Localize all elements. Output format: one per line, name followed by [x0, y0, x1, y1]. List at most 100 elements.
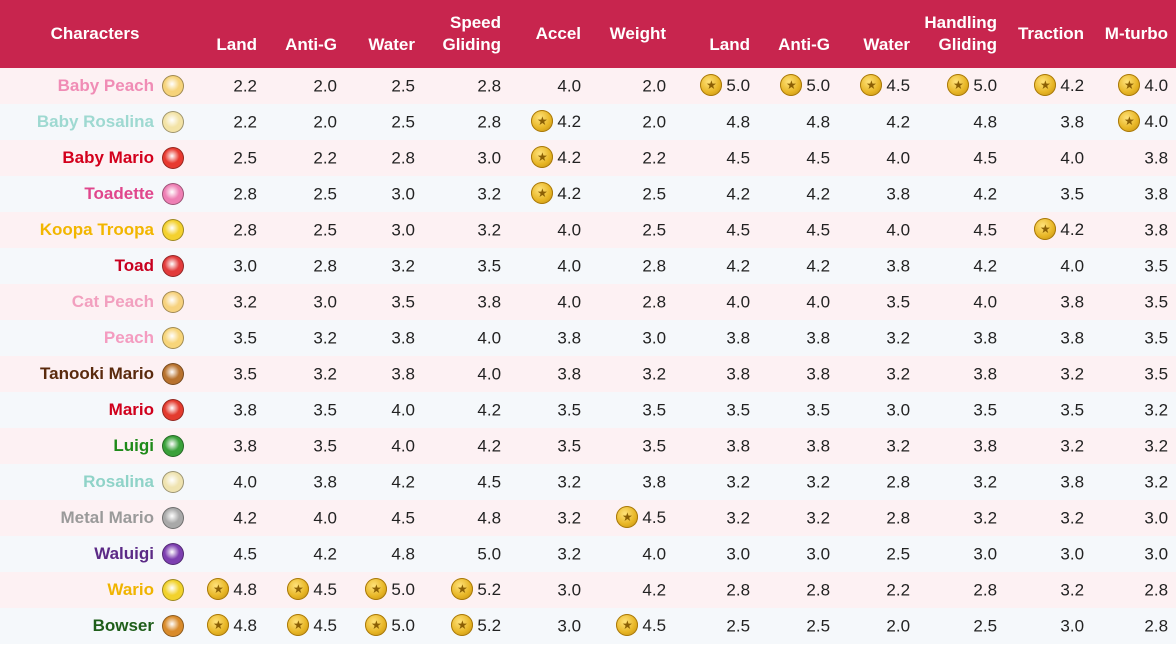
speed-land-cell: 2.5 — [190, 140, 265, 176]
stat-value: 3.2 — [973, 472, 998, 492]
coin-icon: ★ — [365, 614, 388, 636]
character-name[interactable]: Cat Peach — [71, 292, 154, 311]
stat-value: 3.5 — [726, 400, 751, 420]
stat-value: 4.2 — [557, 184, 582, 203]
stat-value: 4.5 — [313, 616, 337, 635]
character-name[interactable]: Metal Mario — [60, 508, 154, 527]
mturbo-header[interactable]: M-turbo — [1104, 24, 1169, 43]
coin-icon: ★ — [531, 182, 554, 204]
speed-water-cell: 4.2 — [345, 464, 423, 500]
stat-value: 4.5 — [726, 220, 751, 240]
stat-value: 3.8 — [886, 256, 911, 276]
stat-value: 3.8 — [806, 436, 831, 456]
character-name[interactable]: Baby Mario — [62, 148, 154, 167]
handling-gliding-cell: 3.2 — [918, 464, 1005, 500]
stat-value: 3.2 — [886, 436, 911, 456]
character-cell: Mario — [0, 392, 190, 428]
handling-antig-cell: 3.8 — [758, 320, 838, 356]
speed-land-cell: 2.8 — [190, 176, 265, 212]
speed-antig-header[interactable]: Anti-G — [285, 35, 337, 54]
handling-water-header[interactable]: Water — [863, 35, 911, 54]
character-name[interactable]: Toad — [114, 256, 154, 275]
character-name[interactable]: Mario — [108, 400, 154, 419]
stat-value: 3.5 — [1144, 364, 1169, 384]
handling-gliding-cell: 3.2 — [918, 500, 1005, 536]
stat-value: 3.5 — [1144, 256, 1169, 276]
stat-value: 3.8 — [973, 364, 998, 384]
character-cell: Baby Mario — [0, 140, 190, 176]
stat-value: 3.5 — [477, 256, 502, 276]
stat-value: 2.5 — [886, 544, 911, 564]
traction-cell: 3.5 — [1005, 176, 1092, 212]
stat-value: 3.8 — [726, 436, 751, 456]
stat-value: 3.2 — [973, 508, 998, 528]
stat-value: 4.0 — [313, 508, 337, 528]
handling-gliding-cell: 3.8 — [918, 320, 1005, 356]
accel-cell: 4.0 — [509, 248, 589, 284]
character-name[interactable]: Rosalina — [83, 472, 154, 491]
characters-header[interactable]: Characters — [50, 24, 140, 43]
handling-land-header[interactable]: Land — [709, 35, 751, 54]
speed-antig-cell: 4.0 — [265, 500, 345, 536]
character-name[interactable]: Bowser — [92, 616, 154, 635]
traction-header[interactable]: Traction — [1017, 24, 1085, 43]
character-name[interactable]: Toadette — [84, 184, 154, 203]
stat-value: 3.2 — [1144, 472, 1169, 492]
handling-gliding-cell: 4.0 — [918, 284, 1005, 320]
accel-cell: 3.0 — [509, 608, 589, 644]
speed-water-header[interactable]: Water — [368, 35, 415, 54]
coin-icon: ★ — [365, 578, 388, 600]
handling-antig-header[interactable]: Anti-G — [778, 35, 831, 54]
character-name[interactable]: Wario — [107, 580, 154, 599]
stat-value: 4.2 — [886, 112, 911, 132]
stat-value: 3.8 — [233, 400, 257, 420]
stat-value: 3.8 — [477, 292, 502, 312]
mturbo-cell: 3.8 — [1092, 140, 1176, 176]
accel-header[interactable]: Accel — [535, 24, 582, 43]
speed-water-cell: 2.5 — [345, 68, 423, 104]
stat-value: 3.0 — [973, 544, 998, 564]
accel-cell: ★ 4.2 — [509, 104, 589, 140]
speed-water-cell: 4.0 — [345, 428, 423, 464]
stat-value: 3.0 — [477, 148, 502, 168]
speed-water-cell: ★ 5.0 — [345, 608, 423, 644]
character-name[interactable]: Baby Peach — [57, 76, 154, 95]
stat-value: 4.2 — [973, 256, 998, 276]
character-name[interactable]: Waluigi — [94, 544, 154, 563]
character-name[interactable]: Koopa Troopa — [39, 220, 154, 239]
character-name[interactable]: Baby Rosalina — [36, 112, 154, 131]
stat-value: 4.0 — [557, 220, 582, 240]
handling-gliding-cell: 2.8 — [918, 572, 1005, 608]
weight-header[interactable]: Weight — [609, 24, 667, 43]
handling-land-cell: 3.5 — [674, 392, 758, 428]
speed-water-cell: 3.8 — [345, 356, 423, 392]
coin-icon: ★ — [531, 110, 554, 132]
stat-value: 3.8 — [973, 436, 998, 456]
speed-land-header[interactable]: Land — [216, 35, 257, 54]
speed-water-cell: ★ 5.0 — [345, 572, 423, 608]
stat-value: 3.5 — [313, 436, 337, 456]
stat-value: 4.5 — [973, 148, 998, 168]
bowser-icon — [162, 615, 184, 637]
character-cell: Rosalina — [0, 464, 190, 500]
character-cell: Koopa Troopa — [0, 212, 190, 248]
coin-icon: ★ — [1118, 74, 1141, 96]
stat-value: 4.0 — [557, 76, 582, 96]
stat-value: 2.2 — [233, 112, 257, 132]
mturbo-cell: 3.0 — [1092, 500, 1176, 536]
speed-water-cell: 3.2 — [345, 248, 423, 284]
stat-value: 4.5 — [477, 472, 502, 492]
character-name[interactable]: Peach — [103, 328, 154, 347]
handling-water-cell: ★ 4.5 — [838, 68, 918, 104]
character-name[interactable]: Tanooki Mario — [40, 364, 154, 383]
speed-gliding-cell: 3.2 — [423, 176, 509, 212]
speed-antig-cell: 2.0 — [265, 68, 345, 104]
handling-gliding-header[interactable]: Gliding — [938, 35, 998, 54]
speed-gliding-header[interactable]: Gliding — [442, 35, 502, 54]
handling-antig-cell: 4.5 — [758, 140, 838, 176]
stat-value: 3.5 — [1144, 328, 1169, 348]
character-name[interactable]: Luigi — [113, 436, 154, 455]
stat-value: 3.0 — [557, 616, 582, 636]
stat-value: 4.5 — [642, 616, 667, 635]
table-row: Luigi 3.8 3.5 4.0 4.2 3.5 3.5 3.8 3.8 3.2 3.8 3.2 3.… — [0, 428, 1176, 464]
